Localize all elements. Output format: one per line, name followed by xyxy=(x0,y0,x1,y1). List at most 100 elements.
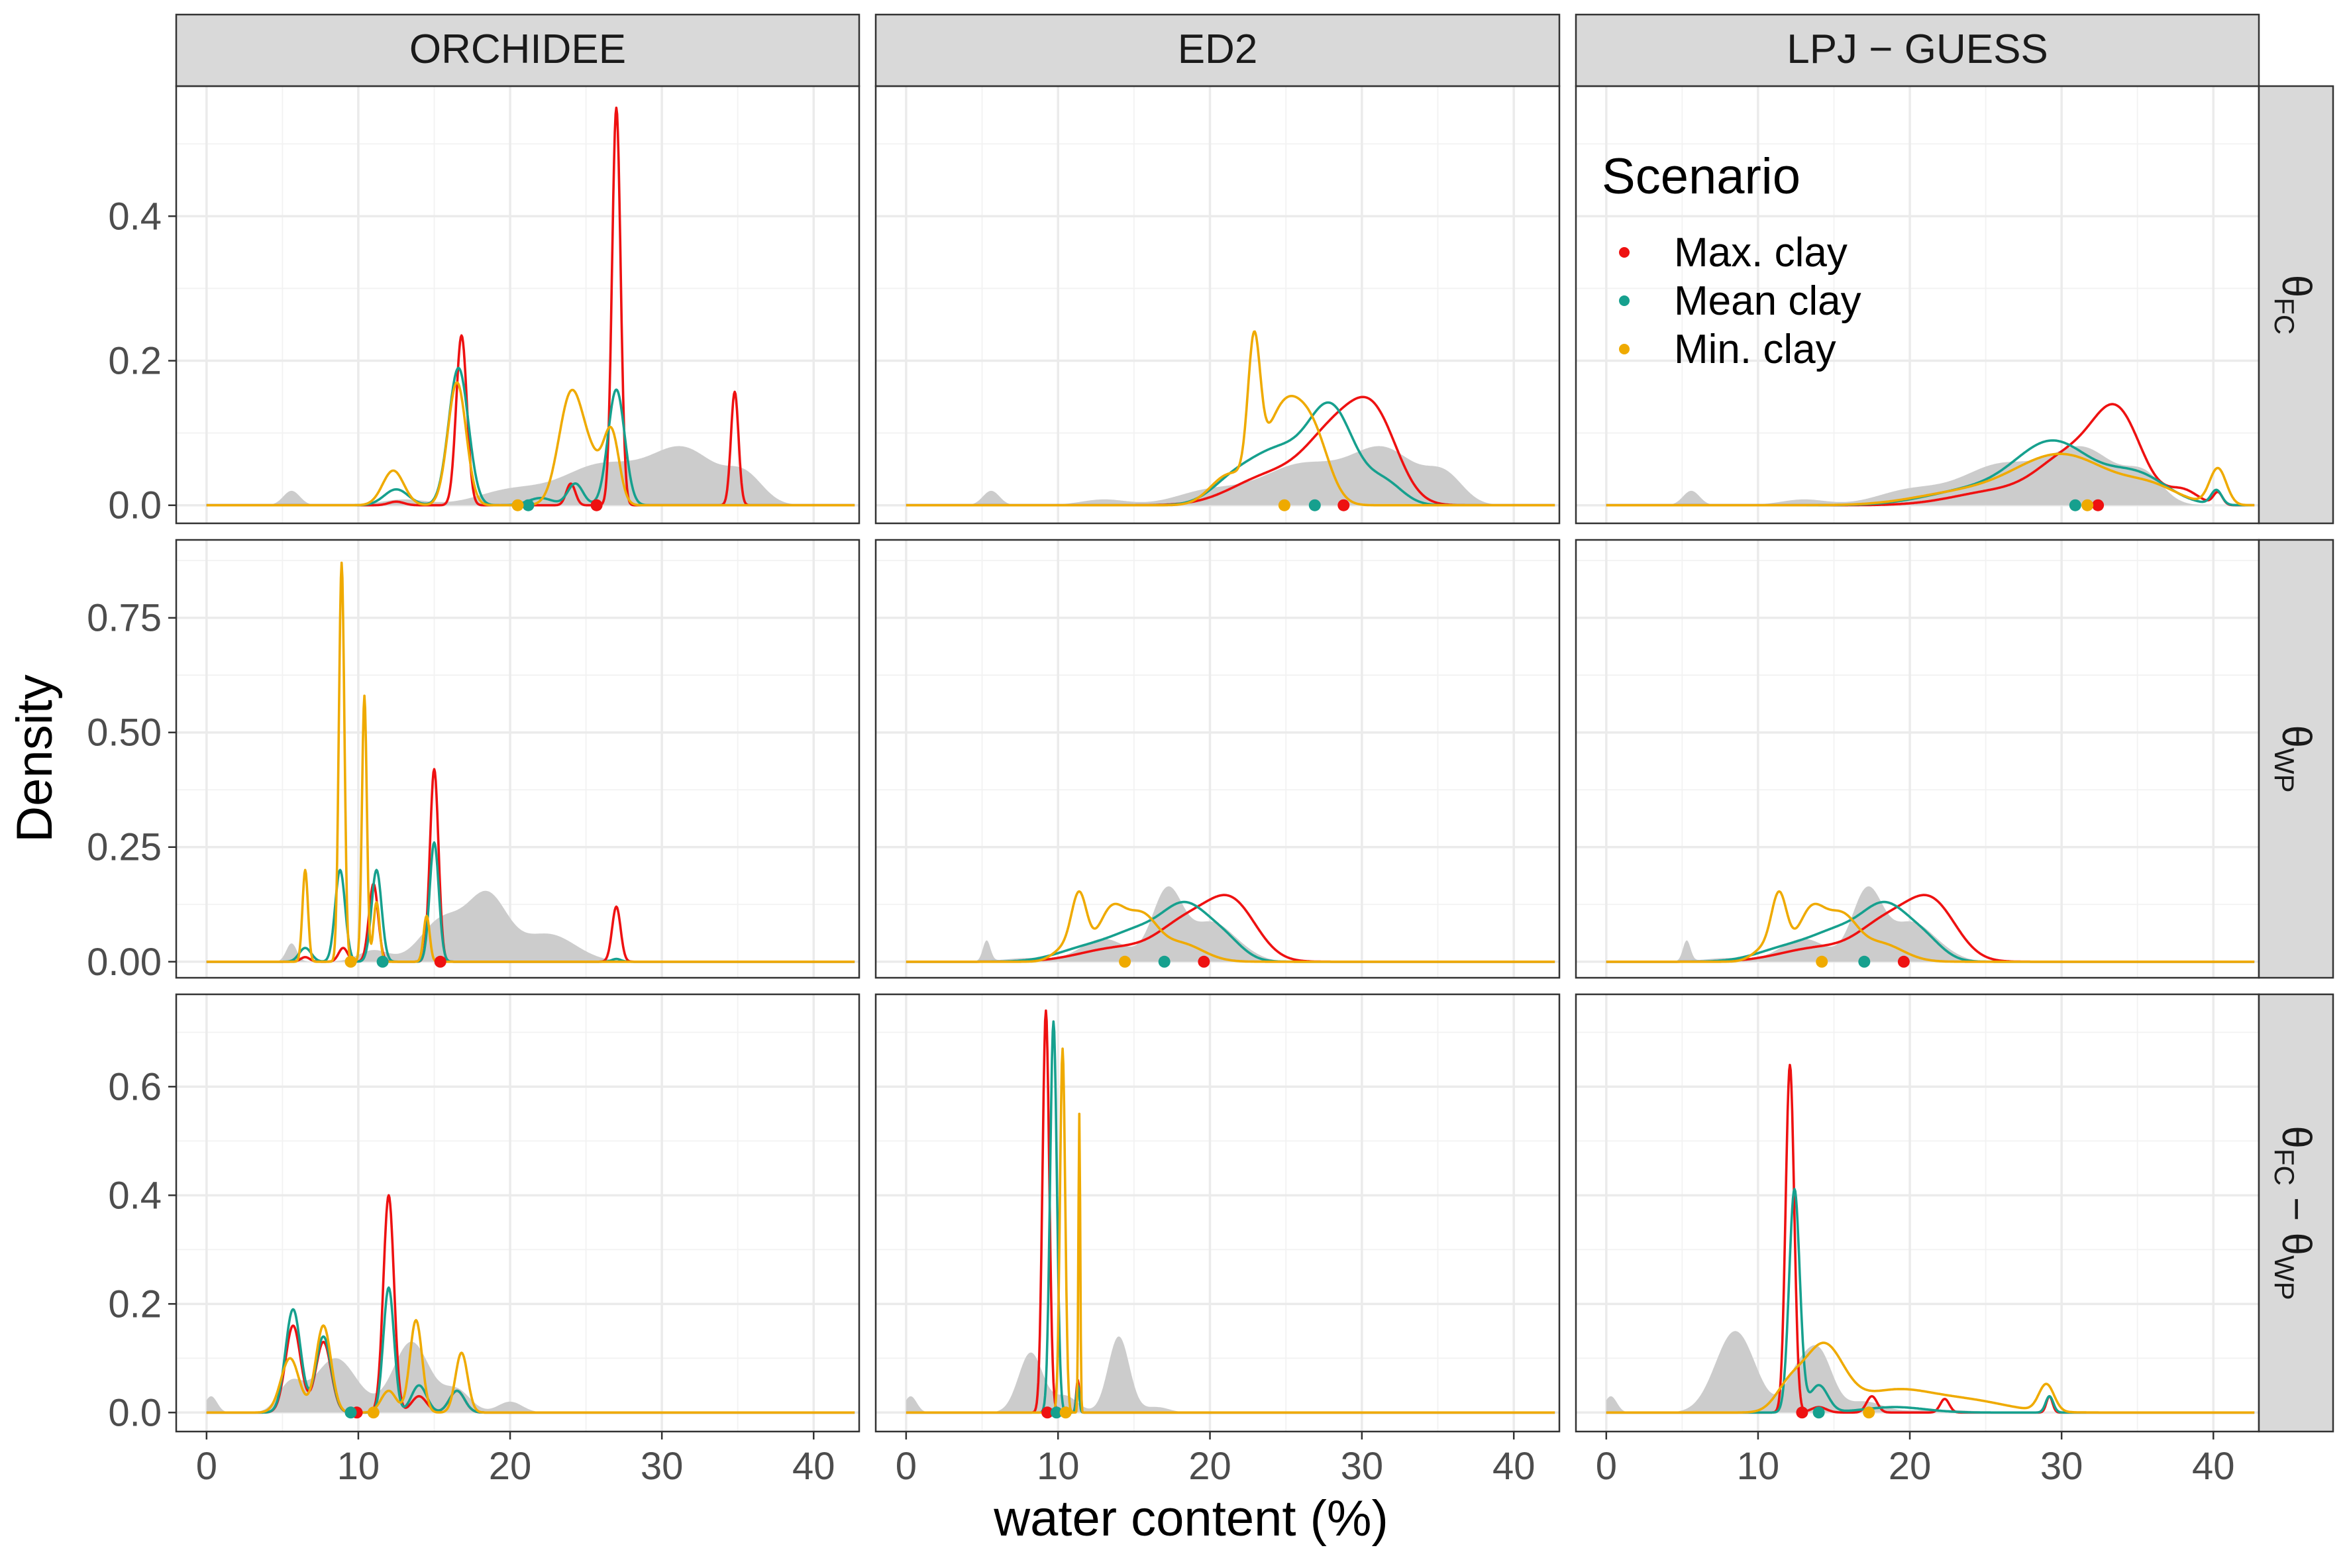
x-tick-label: 30 xyxy=(2040,1445,2083,1488)
legend-key-max-clay xyxy=(1619,247,1630,258)
reference-density-area xyxy=(206,890,855,962)
x-tick-label: 0 xyxy=(896,1445,917,1488)
marker-min-clay xyxy=(1119,955,1131,968)
series-line-min-clay xyxy=(906,330,1555,507)
reference-density-area xyxy=(1606,886,2255,962)
x-tick-label: 10 xyxy=(1037,1445,1080,1488)
reference-density-area xyxy=(906,1336,1555,1413)
row-strip-theta: θ xyxy=(2273,275,2319,297)
y-tick-label: 0.75 xyxy=(87,597,162,640)
row-strip-sub: WP xyxy=(2269,748,2300,793)
marker-max-clay xyxy=(1198,955,1210,968)
marker-mean-clay xyxy=(1308,499,1321,511)
legend-title: Scenario xyxy=(1602,148,1800,205)
row-strip-minus: − θ xyxy=(2273,1186,2319,1255)
x-tick-label: 0 xyxy=(196,1445,217,1488)
marker-min-clay xyxy=(367,1406,380,1419)
strip-box xyxy=(175,13,861,87)
panel-background xyxy=(176,540,859,978)
x-tick-label: 30 xyxy=(1341,1445,1384,1488)
x-tick-label: 20 xyxy=(1889,1445,1932,1488)
row-strip-fc-wp: θFC − θWP xyxy=(2258,993,2334,1433)
y-tick-label: 0.6 xyxy=(108,1065,162,1108)
strip-ed2: ED2 xyxy=(874,13,1561,87)
panel-ed2-wp xyxy=(874,539,1561,979)
y-tick-label: 0.2 xyxy=(108,340,162,383)
panel-orchidee-fc-wp xyxy=(175,993,861,1433)
legend-key-mean-clay xyxy=(1619,295,1630,306)
series-line-min-clay xyxy=(906,1047,1555,1414)
marker-max-clay xyxy=(2092,499,2105,511)
strip-lpj-guess: LPJ − GUESS xyxy=(1575,13,2260,87)
x-tick-label: 40 xyxy=(792,1445,835,1488)
strip-label-ed2: ED2 xyxy=(1178,26,1258,72)
strip-box xyxy=(874,13,1561,87)
y-axis-title: Density xyxy=(7,674,63,842)
y-tick-label: 0.4 xyxy=(108,195,162,238)
marker-max-clay xyxy=(1796,1406,1808,1419)
panel-ed2-fc-wp xyxy=(874,993,1561,1433)
panel-lpj-guess-fc xyxy=(1575,85,2260,525)
row-strip-box xyxy=(2258,85,2334,525)
row-strip-fc: θFC xyxy=(2258,85,2334,525)
marker-min-clay xyxy=(511,499,524,511)
panel-border xyxy=(175,539,861,979)
row-strip-box xyxy=(2258,539,2334,979)
strip-label-orchidee: ORCHIDEE xyxy=(409,26,626,72)
panel-border xyxy=(874,993,1561,1433)
marker-mean-clay xyxy=(1858,955,1871,968)
row-strip-wp: θWP xyxy=(2258,539,2334,979)
marker-min-clay xyxy=(2081,499,2094,511)
y-tick-label: 0.50 xyxy=(87,711,162,755)
row-strip-label: θFC xyxy=(2269,275,2319,335)
marker-mean-clay xyxy=(376,955,389,968)
x-tick-label: 40 xyxy=(2192,1445,2235,1488)
marker-min-clay xyxy=(1816,955,1828,968)
marker-min-clay xyxy=(344,955,357,968)
reference-density-area xyxy=(906,446,1555,505)
series-line-min-clay xyxy=(1606,452,2255,507)
reference-density-area xyxy=(906,886,1555,962)
marker-min-clay xyxy=(1059,1406,1072,1419)
series-line-min-clay xyxy=(1606,890,2255,963)
panel-orchidee-fc xyxy=(175,85,861,525)
x-tick-label: 40 xyxy=(1492,1445,1536,1488)
panel-orchidee-wp xyxy=(175,539,861,979)
x-tick-label: 10 xyxy=(1737,1445,1780,1488)
x-tick-label: 0 xyxy=(1596,1445,1617,1488)
row-strip-sub: FC xyxy=(2269,1149,2300,1186)
y-tick-label: 0.2 xyxy=(108,1282,162,1326)
panel-background xyxy=(176,86,859,523)
panels-layer xyxy=(175,85,2260,1433)
panel-background xyxy=(1576,994,2259,1432)
marker-mean-clay xyxy=(522,499,535,511)
marker-max-clay xyxy=(434,955,446,968)
panel-lpj-guess-wp xyxy=(1575,539,2260,979)
series-line-min-clay xyxy=(1606,1341,2255,1414)
row-strip-sub2: WP xyxy=(2269,1255,2300,1300)
marker-mean-clay xyxy=(2069,499,2081,511)
x-tick-label: 10 xyxy=(337,1445,380,1488)
legend-label-max-clay: Max. clay xyxy=(1674,230,1848,276)
reference-density-area xyxy=(206,1341,855,1413)
row-strip-theta: θ xyxy=(2273,725,2319,747)
x-axis-title: water content (%) xyxy=(993,1490,1388,1547)
panel-ed2-fc xyxy=(874,85,1561,525)
reference-density-area xyxy=(206,446,855,505)
panel-background xyxy=(1576,86,2259,523)
marker-mean-clay xyxy=(1158,955,1171,968)
panel-background xyxy=(876,994,1559,1432)
y-tick-label: 0.0 xyxy=(108,484,162,527)
marker-max-clay xyxy=(1337,499,1350,511)
legend-label-mean-clay: Mean clay xyxy=(1674,278,1861,324)
legend: Scenario Max. clay Mean clay Min. clay xyxy=(1602,148,1861,372)
marker-max-clay xyxy=(590,499,603,511)
strip-box xyxy=(1575,13,2260,87)
marker-mean-clay xyxy=(344,1406,357,1419)
marker-min-clay xyxy=(1278,499,1290,511)
row-strip-sub: FC xyxy=(2269,297,2300,335)
y-tick-label: 0.0 xyxy=(108,1391,162,1434)
row-strip-label: θFC − θWP xyxy=(2269,1125,2319,1300)
y-tick-label: 0.00 xyxy=(87,941,162,984)
panel-background xyxy=(176,994,859,1432)
